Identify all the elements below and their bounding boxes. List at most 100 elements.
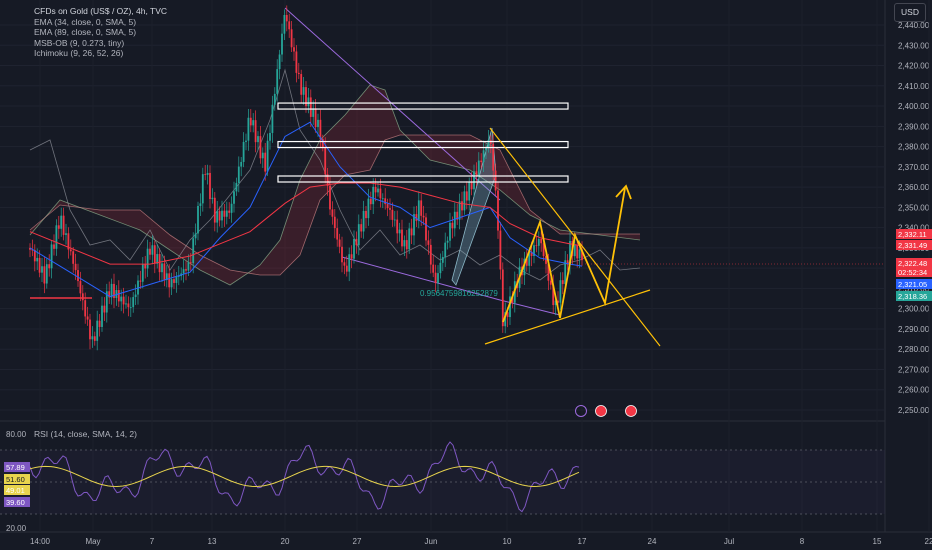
price-badge-label: 2,318.36 (898, 292, 927, 301)
price-tick-label: 2,380.00 (898, 143, 930, 152)
candle-body (117, 290, 120, 302)
projection-zigzag (502, 187, 626, 323)
candle-body (161, 263, 163, 273)
candles (29, 5, 583, 351)
legend-ichimoku[interactable]: Ichimoku (9, 26, 52, 26) (34, 48, 124, 59)
candle-body (285, 14, 288, 22)
price-badge (896, 229, 932, 239)
candle-body (557, 300, 559, 303)
candle-body (362, 210, 365, 232)
lightning-event-icon (575, 405, 587, 417)
candle-body (360, 224, 363, 232)
candle-body (281, 33, 283, 55)
candle-body (393, 219, 396, 221)
candle-body (552, 284, 555, 306)
candle-body (456, 211, 459, 220)
candle-body (185, 269, 187, 271)
candle-body (461, 201, 463, 211)
candle-body (573, 244, 576, 257)
candle-body (141, 264, 144, 282)
price-badge-label: 2,332.11 (898, 230, 927, 239)
candle-body (444, 242, 447, 258)
candle-body (81, 293, 84, 301)
candle-body (201, 174, 204, 204)
candle-body (372, 186, 375, 205)
candle-body (53, 244, 55, 249)
price-tick-label: 2,270.00 (898, 365, 930, 374)
candle-body (72, 251, 75, 264)
candle-body (326, 174, 329, 186)
candle-body (132, 297, 135, 308)
rsi-badge (4, 485, 30, 495)
price-tick-label: 2,360.00 (898, 183, 930, 192)
candle-body (559, 280, 562, 303)
candle-body (33, 249, 36, 262)
candle-body (295, 51, 298, 73)
time-tick-label: Jul (724, 537, 734, 546)
price-badge (896, 240, 932, 250)
candle-body (581, 249, 583, 261)
candle-body (357, 224, 360, 246)
candle-body (297, 72, 300, 75)
candle-body (420, 200, 423, 216)
candle-body (485, 147, 487, 151)
legend-ema89[interactable]: EMA (89, close, 0, SMA, 5) (34, 27, 137, 38)
rsi-legend[interactable]: RSI (14, close, SMA, 14, 2) (34, 429, 137, 439)
candle-body (266, 140, 269, 172)
legend-ema34[interactable]: EMA (34, close, 0, SMA, 5) (34, 16, 137, 27)
candle-body (321, 138, 324, 148)
candle-body (93, 336, 96, 341)
resistance-zone (277, 175, 569, 183)
candle-body (341, 246, 343, 263)
candle-body (542, 243, 545, 257)
candle-body (437, 273, 439, 284)
rsi-badge (4, 497, 30, 507)
price-tick-label: 2,340.00 (898, 224, 930, 233)
candle-body (533, 245, 535, 256)
candle-body (578, 249, 581, 259)
candle-body (410, 228, 413, 236)
resistance-zone (277, 140, 569, 149)
price-tick-label: 2,350.00 (898, 203, 930, 212)
price-tick-label: 2,290.00 (898, 325, 930, 334)
candle-body (458, 201, 461, 220)
candle-body (103, 305, 106, 313)
legend-symbol[interactable]: CFDs on Gold (US$ / OZ), 4h, TVC (34, 6, 168, 16)
candle-body (434, 272, 437, 284)
price-badge (896, 279, 932, 289)
candle-body (432, 264, 435, 273)
candle-body (144, 264, 147, 269)
candle-body (497, 190, 499, 231)
time-tick-label: 14:00 (30, 537, 51, 546)
candle-body (487, 140, 490, 148)
candle-body (45, 264, 48, 284)
candle-body (317, 119, 319, 128)
currency-button[interactable]: USD (894, 3, 926, 22)
price-tick-label: 2,410.00 (898, 82, 930, 91)
candle-body (29, 247, 31, 250)
candle-body (261, 152, 264, 159)
candle-body (441, 257, 444, 263)
candle-body (96, 320, 99, 341)
candle-body (566, 260, 569, 265)
legend-msb[interactable]: MSB-OB (9, 0.273, tiny) (34, 37, 125, 48)
candle-body (101, 305, 103, 327)
time-tick-label: 24 (648, 537, 657, 546)
candle-body (480, 160, 483, 163)
candle-body (105, 291, 108, 313)
time-tick-label: Jun (425, 537, 438, 546)
candle-body (336, 228, 339, 240)
candle-body (127, 303, 130, 308)
rsi-line (29, 441, 580, 513)
price-tick-label: 2,440.00 (898, 21, 930, 30)
pattern-line-upper (284, 7, 501, 201)
candle-body (257, 136, 259, 143)
candle-body (528, 251, 531, 266)
price-badge-label: 2,331.49 (898, 241, 927, 250)
candle-body (170, 279, 173, 288)
candle-body (129, 307, 132, 308)
candle-body (122, 296, 125, 305)
candle-body (343, 262, 346, 266)
candle-body (65, 233, 67, 235)
